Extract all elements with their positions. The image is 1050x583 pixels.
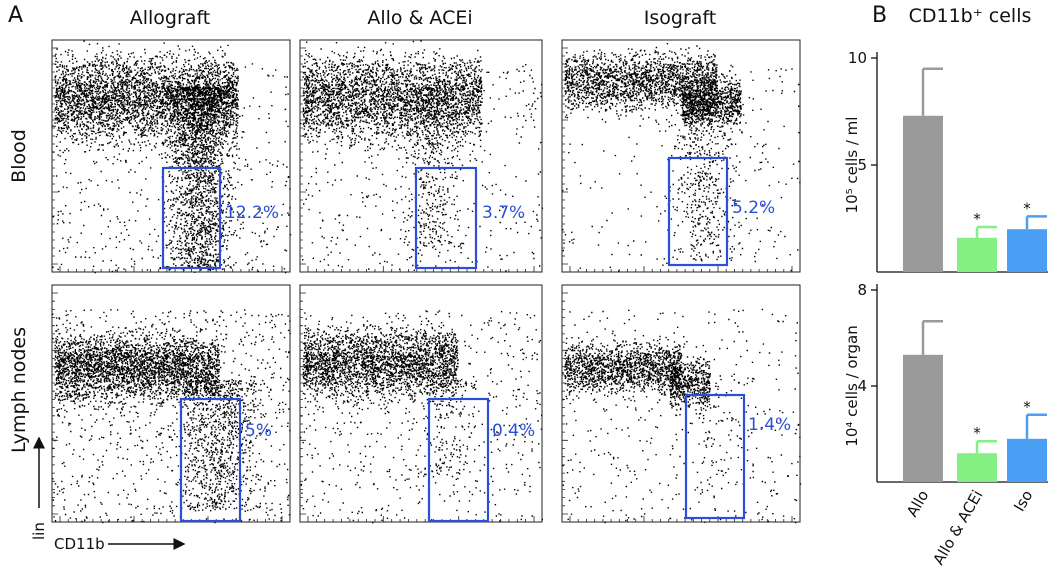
dot-cloud (562, 308, 802, 524)
axis-ticks (300, 47, 535, 272)
significance-marker: * (1023, 199, 1031, 217)
axis-ticks (562, 292, 793, 522)
plot-frame (561, 284, 801, 523)
gate-percentage: 1.4% (748, 415, 791, 435)
x-tick-label: Allo (903, 487, 932, 520)
significance-marker: * (973, 210, 981, 228)
y-tick-label: 4 (857, 377, 867, 395)
gate (161, 166, 222, 270)
bar (957, 237, 997, 272)
y-tick-label: 5 (857, 156, 867, 174)
row-label: Lymph nodes (8, 327, 30, 453)
dot-cloud (300, 310, 543, 524)
gate-percentage: 12.2% (225, 203, 279, 223)
plot-frame (51, 39, 291, 273)
gate (179, 397, 242, 523)
bar (1007, 438, 1047, 482)
column-title: Allo & ACEi (367, 7, 472, 29)
dot-cloud (52, 40, 292, 274)
axis-ticks (52, 47, 283, 272)
plot-frame (51, 284, 291, 523)
bar (903, 354, 943, 482)
x-axis-label: CD11b (54, 535, 105, 553)
gate-percentage: 5% (245, 421, 272, 441)
x-tick-label: Iso (1010, 487, 1036, 515)
y-axis-label: 10⁵ cells / ml (843, 117, 861, 214)
gate-percentage: 0.4% (492, 421, 535, 441)
column-title: Allograft (130, 7, 211, 29)
bar (903, 115, 943, 272)
gate (427, 397, 490, 523)
y-axis-label: lin (30, 522, 48, 540)
bar (957, 453, 997, 482)
column-title: Isograft (644, 7, 716, 29)
axis-ticks (300, 292, 535, 522)
gate (667, 156, 729, 267)
x-tick-label: Allo & ACEi (929, 487, 986, 568)
dot-cloud (562, 43, 801, 272)
bar (1007, 229, 1047, 272)
dot-cloud (52, 309, 291, 524)
axis-ticks (52, 292, 283, 522)
row-label: Blood (8, 129, 30, 183)
y-tick-label: 8 (857, 281, 867, 299)
y-axis-label: 10⁴ cells / organ (843, 325, 861, 446)
gate-percentage: 3.7% (482, 203, 525, 223)
gate (414, 166, 478, 270)
panel-title: CD11b⁺ cells (909, 5, 1032, 27)
y-tick-label: 10 (848, 49, 867, 67)
panel-label: A (8, 3, 23, 28)
significance-marker: * (1023, 398, 1031, 416)
gate-percentage: 5.2% (732, 198, 775, 218)
dot-cloud (300, 40, 543, 272)
significance-marker: * (973, 424, 981, 442)
gate (684, 393, 746, 520)
panel-label: B (872, 3, 887, 28)
axis-ticks (562, 47, 793, 272)
